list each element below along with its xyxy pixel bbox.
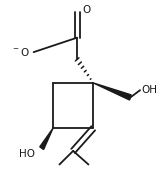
Text: O: O [82,6,90,15]
Polygon shape [93,83,131,100]
Text: OH: OH [142,85,158,95]
Polygon shape [40,128,53,150]
Text: $\mathregular{^-}$O: $\mathregular{^-}$O [11,46,30,58]
Text: HO: HO [19,149,35,159]
